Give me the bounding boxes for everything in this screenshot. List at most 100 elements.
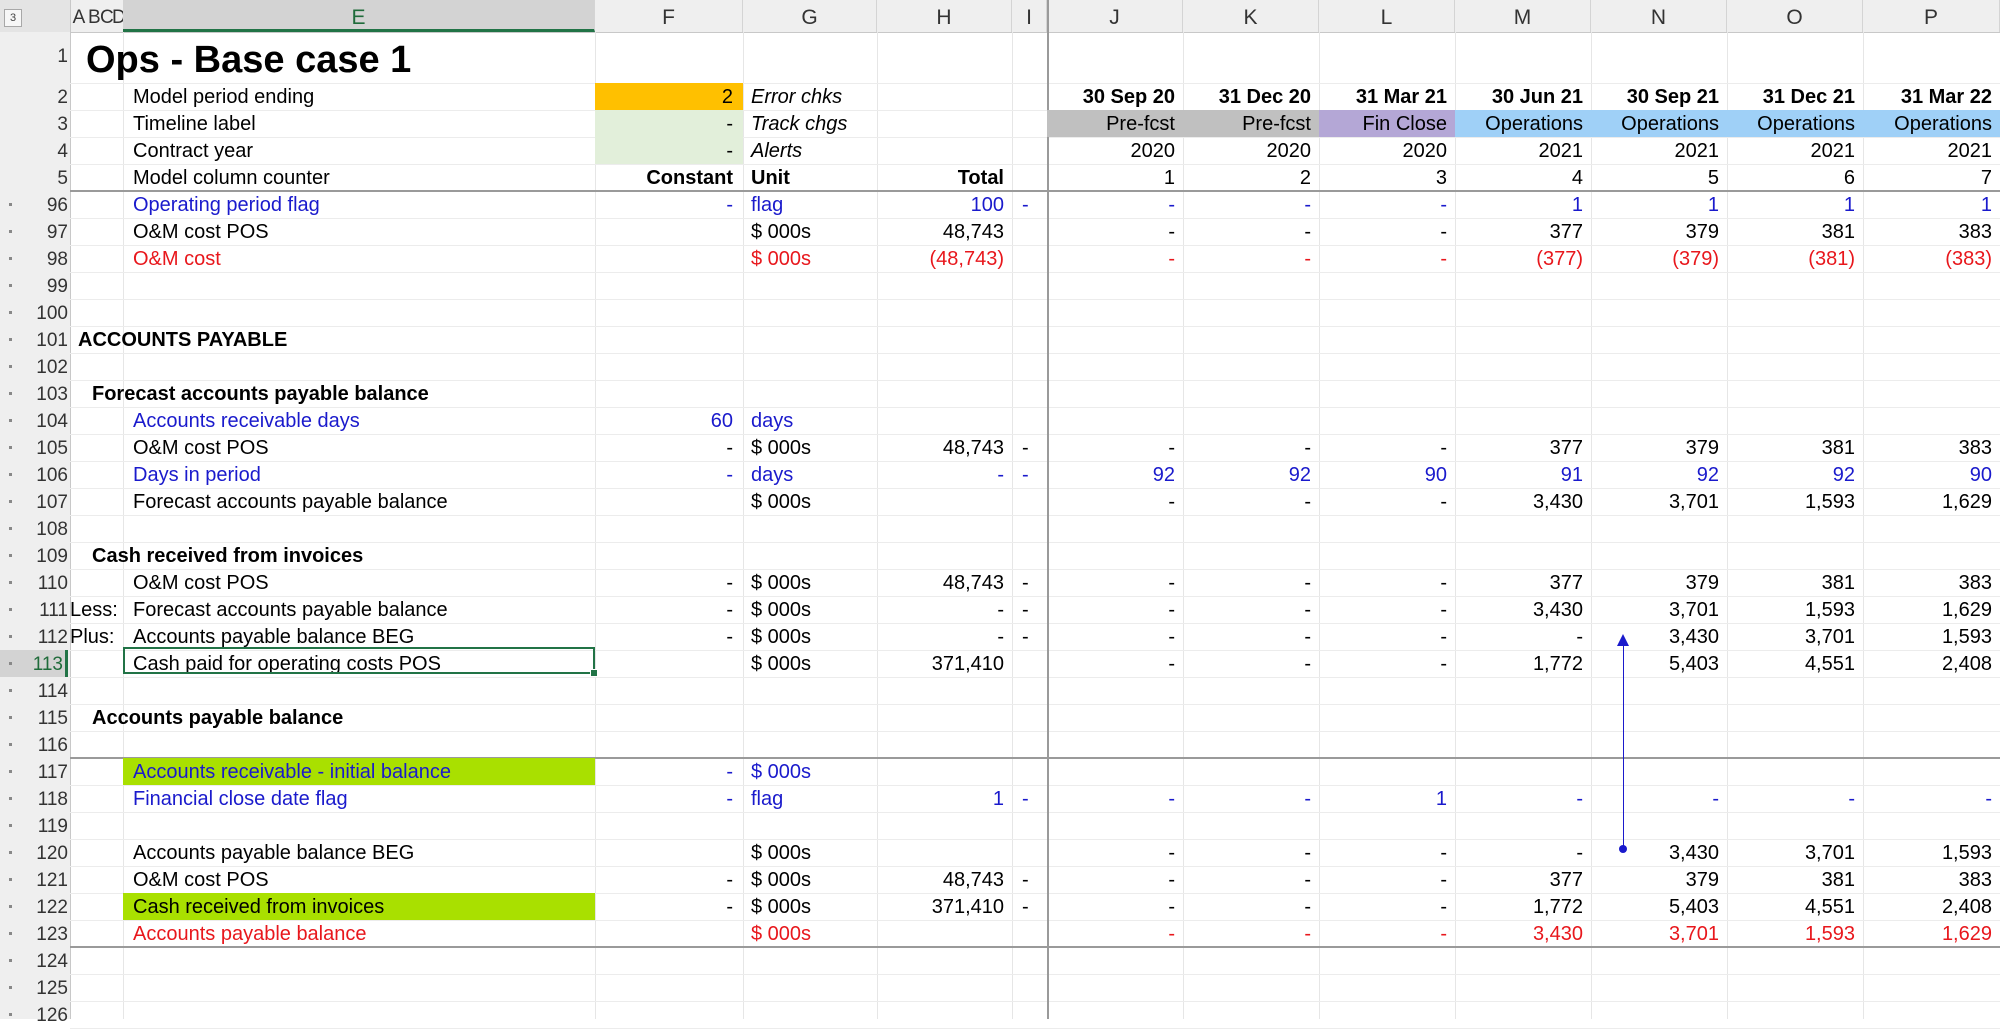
- unit-cell[interactable]: $ 000s: [751, 599, 812, 621]
- constant-cell[interactable]: -: [726, 869, 733, 891]
- column-header-f[interactable]: F: [595, 0, 743, 32]
- column-header-m[interactable]: M: [1455, 0, 1591, 32]
- period-value-cell[interactable]: 3,430: [1668, 626, 1719, 648]
- row-label[interactable]: Forecast accounts payable balance: [133, 491, 448, 513]
- row-header-125[interactable]: 125: [36, 978, 68, 999]
- contract-year-cell[interactable]: 2021: [1674, 140, 1720, 162]
- row-header-98[interactable]: 98: [46, 249, 68, 270]
- column-counter-cell[interactable]: 3: [1435, 167, 1447, 189]
- column-header-i[interactable]: I: [1012, 0, 1047, 32]
- total-cell[interactable]: -: [997, 464, 1004, 486]
- row-label[interactable]: Cash paid for operating costs POS: [133, 653, 441, 675]
- constant-cell[interactable]: -: [726, 599, 733, 621]
- row-label[interactable]: Cash received from invoices: [123, 893, 595, 920]
- period-value-cell[interactable]: -: [1440, 572, 1447, 594]
- period-value-cell[interactable]: 90: [1969, 464, 1992, 486]
- contract-year-cell[interactable]: 2021: [1947, 140, 1993, 162]
- period-value-cell[interactable]: -: [1168, 788, 1175, 810]
- check-flag-cell[interactable]: -: [1022, 626, 1029, 648]
- row-label[interactable]: Accounts receivable - initial balance: [123, 758, 595, 785]
- timeline-label-cell[interactable]: Operations: [1591, 110, 1727, 137]
- period-value-cell[interactable]: 1,593: [1941, 626, 1992, 648]
- row-header-101[interactable]: 101: [36, 330, 68, 351]
- period-value-cell[interactable]: 1,593: [1804, 491, 1855, 513]
- total-cell[interactable]: 371,410: [931, 896, 1004, 918]
- period-date-header[interactable]: 30 Jun 21: [1491, 86, 1583, 108]
- check-flag-cell[interactable]: -: [1022, 437, 1029, 459]
- period-value-cell[interactable]: 3,430: [1532, 599, 1583, 621]
- period-value-cell[interactable]: 2,408: [1941, 653, 1992, 675]
- period-value-cell[interactable]: -: [1985, 788, 1992, 810]
- period-value-cell[interactable]: -: [1304, 221, 1311, 243]
- column-counter-cell[interactable]: 5: [1707, 167, 1719, 189]
- timeline-label-cell[interactable]: Operations: [1455, 110, 1591, 137]
- period-value-cell[interactable]: 383: [1958, 572, 1992, 594]
- unit-cell[interactable]: days: [751, 464, 794, 486]
- period-value-cell[interactable]: 3,701: [1668, 923, 1719, 945]
- period-date-header[interactable]: 30 Sep 21: [1626, 86, 1719, 108]
- unit-cell[interactable]: $ 000s: [751, 626, 812, 648]
- period-value-cell[interactable]: 1,629: [1941, 923, 1992, 945]
- row-header-107[interactable]: 107: [36, 492, 68, 513]
- row-label[interactable]: O&M cost POS: [133, 572, 269, 594]
- period-value-cell[interactable]: -: [1304, 869, 1311, 891]
- period-value-cell[interactable]: -: [1168, 437, 1175, 459]
- period-value-cell[interactable]: 91: [1560, 464, 1583, 486]
- column-header-b[interactable]: B: [88, 7, 101, 28]
- period-value-cell[interactable]: 5,403: [1668, 653, 1719, 675]
- row-header-2[interactable]: 2: [57, 87, 68, 108]
- period-value-cell[interactable]: -: [1440, 491, 1447, 513]
- period-value-cell[interactable]: -: [1440, 896, 1447, 918]
- period-value-cell[interactable]: 92: [1696, 464, 1719, 486]
- row-header-108[interactable]: 108: [36, 519, 68, 540]
- contract-year-cell[interactable]: 2021: [1810, 140, 1856, 162]
- row-header-120[interactable]: 120: [36, 843, 68, 864]
- constant-cell[interactable]: -: [726, 464, 733, 486]
- row-label[interactable]: Forecast accounts payable balance: [133, 599, 448, 621]
- constant-cell[interactable]: 60: [710, 410, 733, 432]
- constant-column-header[interactable]: Constant: [646, 167, 733, 189]
- check-flag-cell[interactable]: -: [1022, 788, 1029, 810]
- total-cell[interactable]: 48,743: [942, 869, 1004, 891]
- constant-cell[interactable]: -: [726, 896, 733, 918]
- unit-cell[interactable]: $ 000s: [751, 653, 812, 675]
- period-value-cell[interactable]: -: [1440, 599, 1447, 621]
- check-flag-cell[interactable]: -: [1022, 869, 1029, 891]
- period-value-cell[interactable]: -: [1168, 599, 1175, 621]
- period-value-cell[interactable]: 383: [1958, 437, 1992, 459]
- period-value-cell[interactable]: 377: [1549, 869, 1583, 891]
- row-header-114[interactable]: 114: [37, 681, 68, 702]
- period-value-cell[interactable]: 379: [1685, 572, 1719, 594]
- period-value-cell[interactable]: -: [1304, 491, 1311, 513]
- period-value-cell[interactable]: 1,629: [1941, 599, 1992, 621]
- column-counter-cell[interactable]: 7: [1980, 167, 1992, 189]
- column-counter-cell[interactable]: 1: [1163, 167, 1175, 189]
- period-value-cell[interactable]: 92: [1288, 464, 1311, 486]
- unit-cell[interactable]: $ 000s: [751, 437, 812, 459]
- period-date-header[interactable]: 31 Mar 21: [1355, 86, 1447, 108]
- period-value-cell[interactable]: 3,701: [1668, 599, 1719, 621]
- error-checks-label[interactable]: Error chks: [751, 86, 843, 108]
- constant-cell[interactable]: -: [726, 788, 733, 810]
- period-value-cell[interactable]: 3,701: [1804, 626, 1855, 648]
- contract-year-cell[interactable]: 2020: [1130, 140, 1176, 162]
- unit-cell[interactable]: $ 000s: [751, 221, 812, 243]
- period-value-cell[interactable]: 377: [1549, 572, 1583, 594]
- column-header-p[interactable]: P: [1863, 0, 2000, 32]
- period-value-cell[interactable]: 92: [1152, 464, 1175, 486]
- period-value-cell[interactable]: -: [1848, 788, 1855, 810]
- period-value-cell[interactable]: 4,551: [1804, 896, 1855, 918]
- unit-column-header[interactable]: Unit: [751, 167, 790, 189]
- timeline-label-value[interactable]: -: [595, 110, 743, 137]
- period-value-cell[interactable]: -: [1168, 626, 1175, 648]
- period-value-cell[interactable]: -: [1712, 788, 1719, 810]
- period-value-cell[interactable]: 381: [1821, 221, 1855, 243]
- row-header-104[interactable]: 104: [36, 411, 68, 432]
- header-label[interactable]: Model period ending: [133, 86, 315, 108]
- period-value-cell[interactable]: 379: [1685, 221, 1719, 243]
- alerts-label[interactable]: Alerts: [751, 140, 803, 162]
- header-label[interactable]: Timeline label: [133, 113, 256, 135]
- unit-cell[interactable]: $ 000s: [751, 248, 812, 270]
- row-header-119[interactable]: 119: [37, 816, 68, 837]
